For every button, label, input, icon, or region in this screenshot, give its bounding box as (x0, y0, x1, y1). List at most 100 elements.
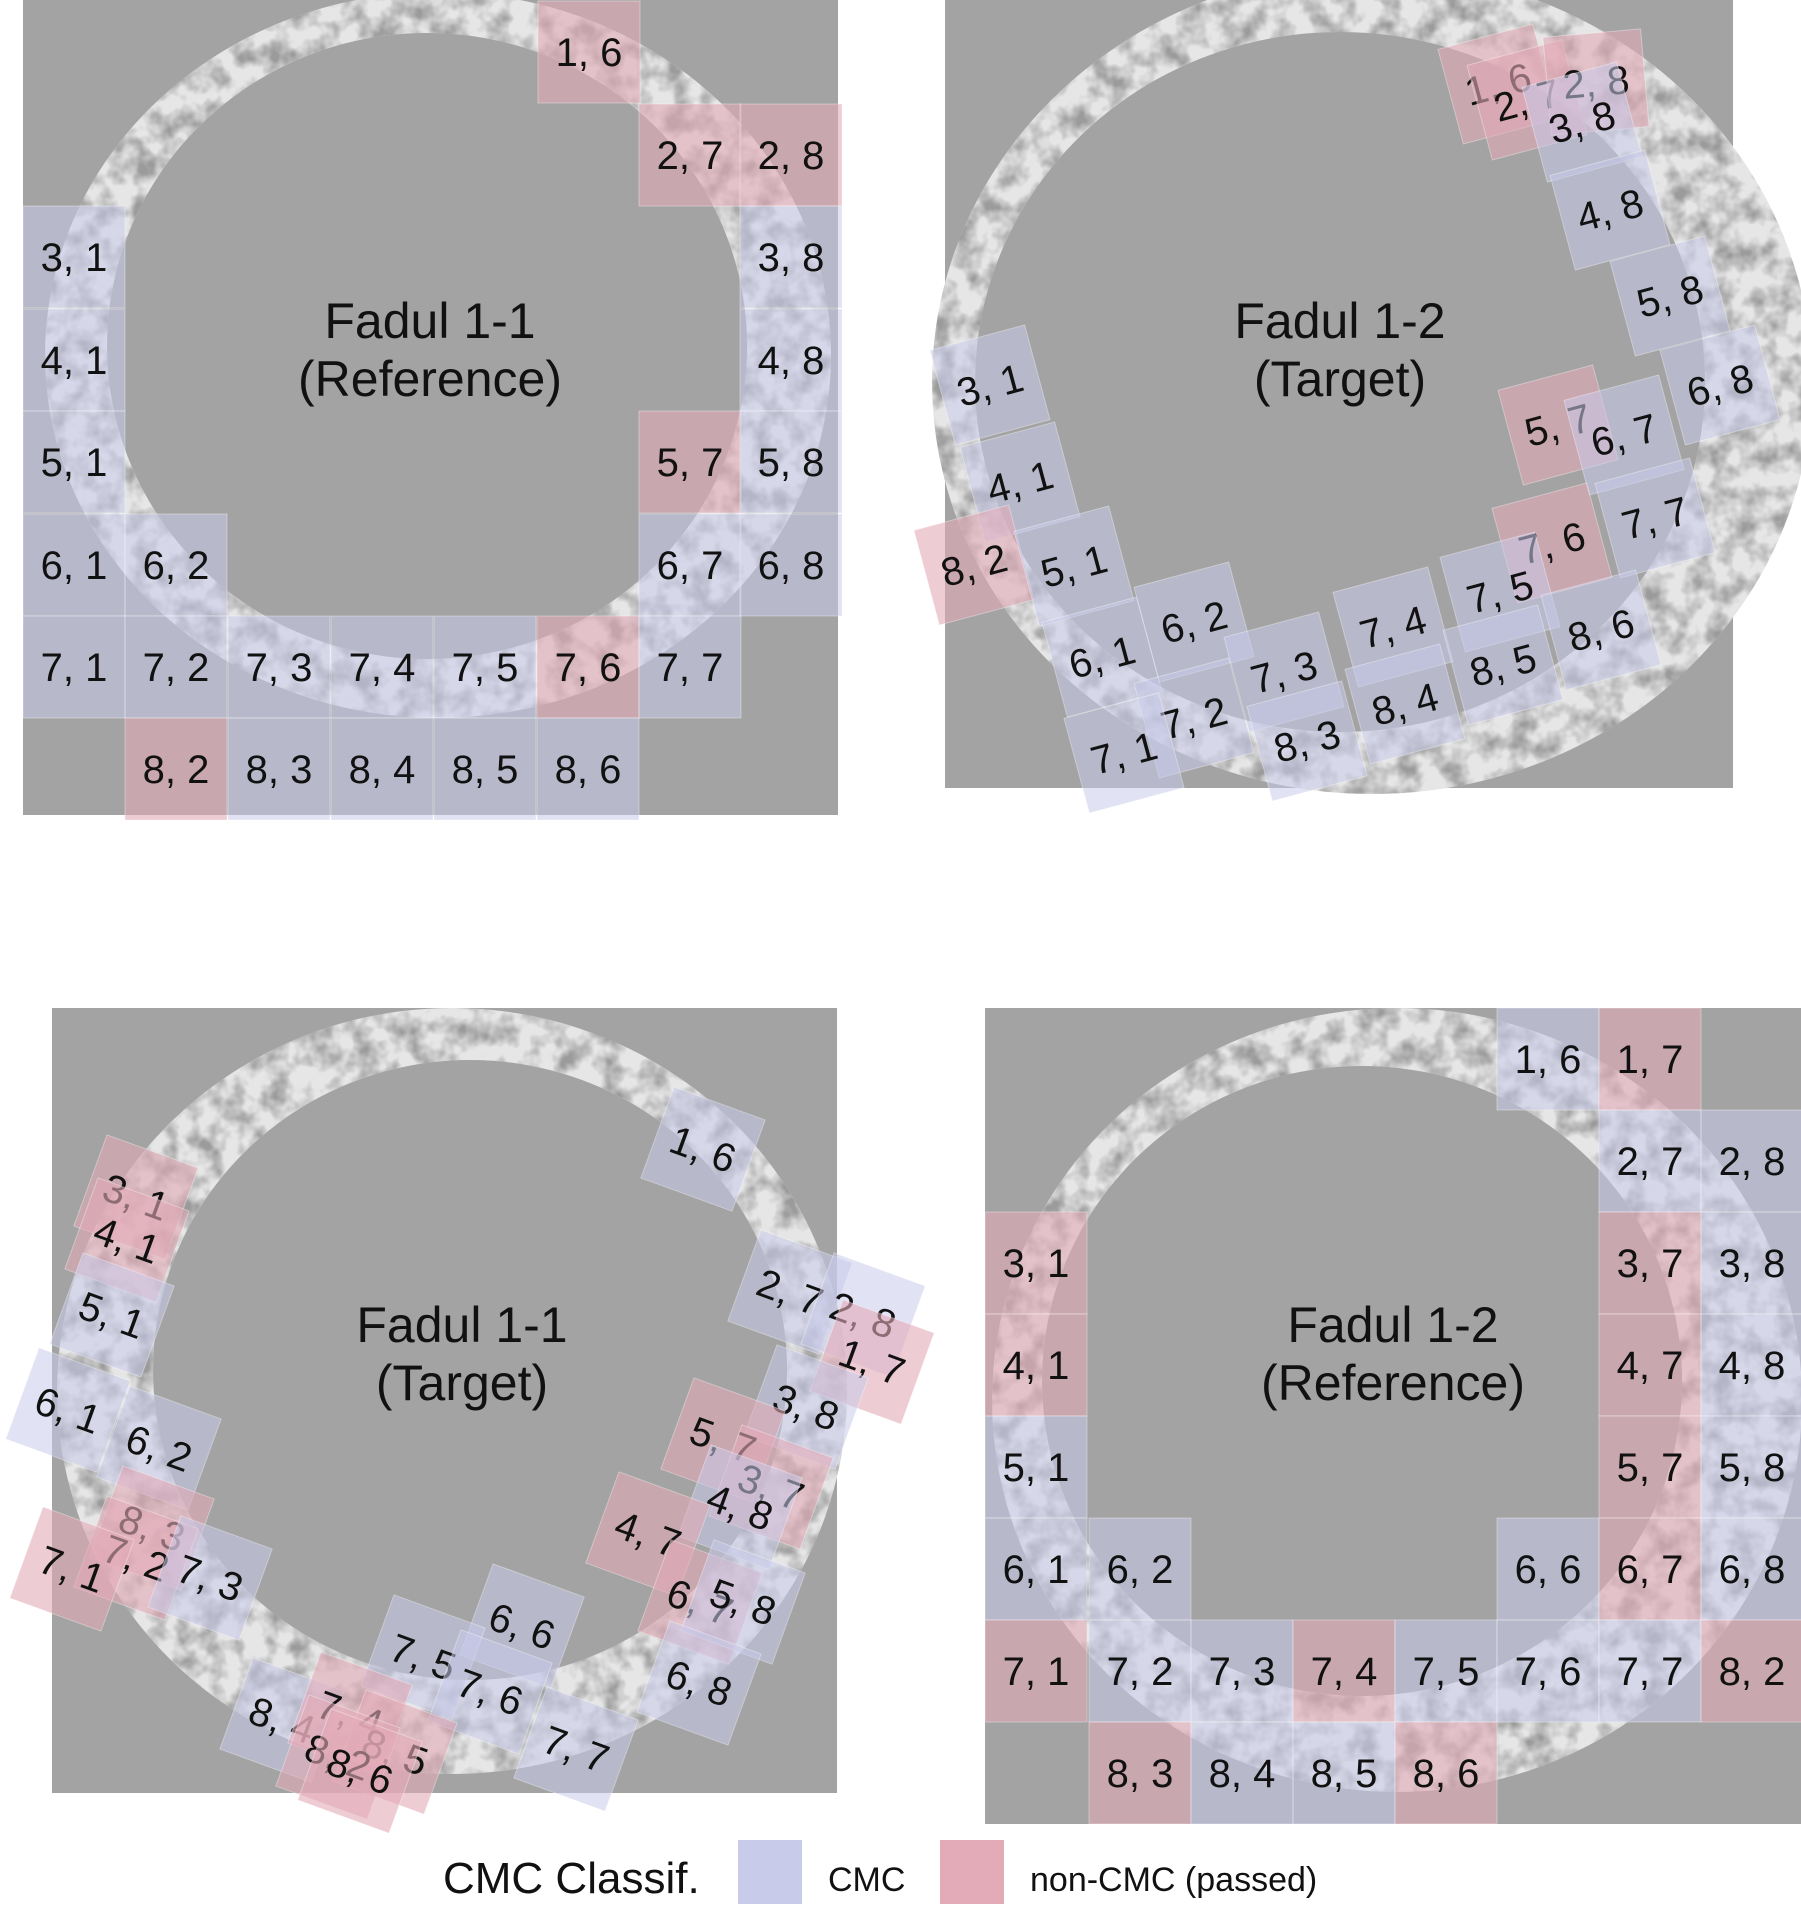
cell-cmc (1496, 1619, 1600, 1723)
cell-label: 3, 8 (1719, 1242, 1786, 1286)
cell-8-2: 8, 2 (124, 717, 228, 821)
cell-8-6: 8, 6 (297, 1708, 423, 1834)
cell-cmc (984, 1517, 1088, 1621)
cell-6-6: 6, 6 (1496, 1517, 1600, 1621)
cell-4-1: 4, 1 (984, 1313, 1088, 1417)
cell-6-2: 6, 2 (1133, 561, 1255, 683)
legend-swatch-non-cmc (940, 1840, 1004, 1904)
cell-6-1: 6, 1 (5, 1347, 131, 1473)
cell-7-1: 7, 1 (984, 1619, 1088, 1723)
cell-label: 7, 4 (349, 646, 416, 690)
cell-1-6: 1, 6 (640, 1086, 766, 1212)
cell-label: 7, 1 (41, 646, 108, 690)
cell-cmc (536, 717, 640, 821)
panel-title-line-1: Fadul 1-1 (356, 1297, 567, 1353)
cell-label: 3, 1 (1003, 1242, 1070, 1286)
cell-cmc (330, 615, 434, 719)
cell-5-7: 5, 7 (1598, 1415, 1702, 1519)
cell-non-cmc (1700, 1619, 1801, 1723)
cell-label: 5, 8 (1719, 1446, 1786, 1490)
cell-non-cmc (536, 615, 640, 719)
cell-5-8: 5, 8 (1609, 235, 1731, 357)
cell-label: 8, 5 (1311, 1752, 1378, 1796)
cell-label: 2, 7 (657, 134, 724, 178)
cell-cmc (433, 615, 537, 719)
cell-label: 8, 2 (143, 748, 210, 792)
cell-label: 7, 7 (1617, 1650, 1684, 1694)
cell-6-8: 6, 8 (636, 1620, 762, 1746)
cell-label: 7, 6 (1515, 1650, 1582, 1694)
cell-4-1: 4, 1 (22, 308, 126, 412)
cell-cmc (984, 1415, 1088, 1519)
cell-7-7: 7, 7 (1594, 457, 1716, 579)
cell-label: 2, 8 (758, 134, 825, 178)
cell-cmc (739, 410, 843, 514)
cell-label: 7, 2 (1107, 1650, 1174, 1694)
cell-cmc (22, 308, 126, 412)
cell-label: 8, 4 (1209, 1752, 1276, 1796)
cell-label: 3, 7 (1617, 1242, 1684, 1286)
cell-label: 5, 8 (758, 441, 825, 485)
cell-cmc (1594, 457, 1716, 579)
cell-label: 7, 1 (1003, 1650, 1070, 1694)
cell-non-cmc (1292, 1619, 1396, 1723)
panel-fadul-1-1-reference: 1, 6 2, 7 2, 8 3, 1 3, 8 4, 1 4, 8 5, 1 5, 7 5, 8… (22, 0, 843, 821)
cell-non-cmc (1394, 1721, 1498, 1825)
cell-non-cmc (1598, 1415, 1702, 1519)
cell-3-1: 3, 1 (22, 205, 126, 309)
legend-swatch-cmc (738, 1840, 802, 1904)
cell-8-5: 8, 5 (433, 717, 537, 821)
cell-label: 8, 6 (1413, 1752, 1480, 1796)
cell-6-2: 6, 2 (124, 513, 228, 617)
cell-non-cmc (638, 410, 742, 514)
cell-3-7: 3, 7 (1598, 1211, 1702, 1315)
panel-fadul-1-1-target: 1, 63, 14, 15, 16, 16, 22, 72, 81, 73, 8… (5, 1008, 935, 1834)
cell-cmc (433, 717, 537, 821)
cell-cmc (1659, 324, 1781, 446)
cell-6-8: 6, 8 (1700, 1517, 1801, 1621)
cell-label: 5, 7 (657, 441, 724, 485)
cell-cmc (124, 513, 228, 617)
panel-title-line-1: Fadul 1-2 (1287, 1297, 1498, 1353)
cell-label: 6, 8 (1719, 1548, 1786, 1592)
cell-label: 6, 8 (758, 544, 825, 588)
cell-8-5: 8, 5 (1292, 1721, 1396, 1825)
cell-label: 5, 1 (41, 441, 108, 485)
cell-cmc (22, 615, 126, 719)
cell-8-4: 8, 4 (1344, 643, 1466, 765)
cell-label: 4, 7 (1617, 1344, 1684, 1388)
cell-5-8: 5, 8 (680, 1539, 806, 1665)
cell-cmc (1700, 1211, 1801, 1315)
cell-label: 6, 2 (1107, 1548, 1174, 1592)
cell-cmc (739, 513, 843, 617)
cell-7-3: 7, 3 (147, 1515, 273, 1641)
legend-title: CMC Classif. (443, 1854, 700, 1903)
cell-8-3: 8, 3 (227, 717, 331, 821)
cell-label: 8, 3 (246, 748, 313, 792)
cell-5-1: 5, 1 (1013, 505, 1135, 627)
cell-grid: 1, 62, 72, 83, 84, 85, 86, 83, 14, 15, 7… (913, 23, 1781, 814)
cell-label: 4, 8 (758, 339, 825, 383)
cell-4-8: 4, 8 (1700, 1313, 1801, 1417)
cell-cmc (22, 205, 126, 309)
cell-8-6: 8, 6 (1540, 569, 1662, 691)
cell-5-1: 5, 1 (22, 410, 126, 514)
cell-6-8: 6, 8 (1659, 324, 1781, 446)
cell-non-cmc (1598, 1517, 1702, 1621)
cell-7-1: 7, 1 (9, 1506, 135, 1632)
cell-cmc (22, 410, 126, 514)
cell-8-5: 8, 5 (1442, 604, 1564, 726)
cell-cmc (1700, 1415, 1801, 1519)
cell-non-cmc (984, 1211, 1088, 1315)
cell-label: 4, 8 (1719, 1344, 1786, 1388)
panel-title-line-1: Fadul 1-1 (324, 293, 535, 349)
cell-8-3: 8, 3 (1088, 1721, 1192, 1825)
cell-6-1: 6, 1 (1041, 596, 1163, 718)
cell-cmc (1700, 1109, 1801, 1213)
cell-cmc (929, 324, 1051, 446)
cell-cmc (1088, 1619, 1192, 1723)
legend-label-cmc: CMC (828, 1861, 905, 1899)
cell-label: 3, 1 (41, 236, 108, 280)
cell-cmc (1190, 1619, 1294, 1723)
cell-label: 7, 2 (143, 646, 210, 690)
